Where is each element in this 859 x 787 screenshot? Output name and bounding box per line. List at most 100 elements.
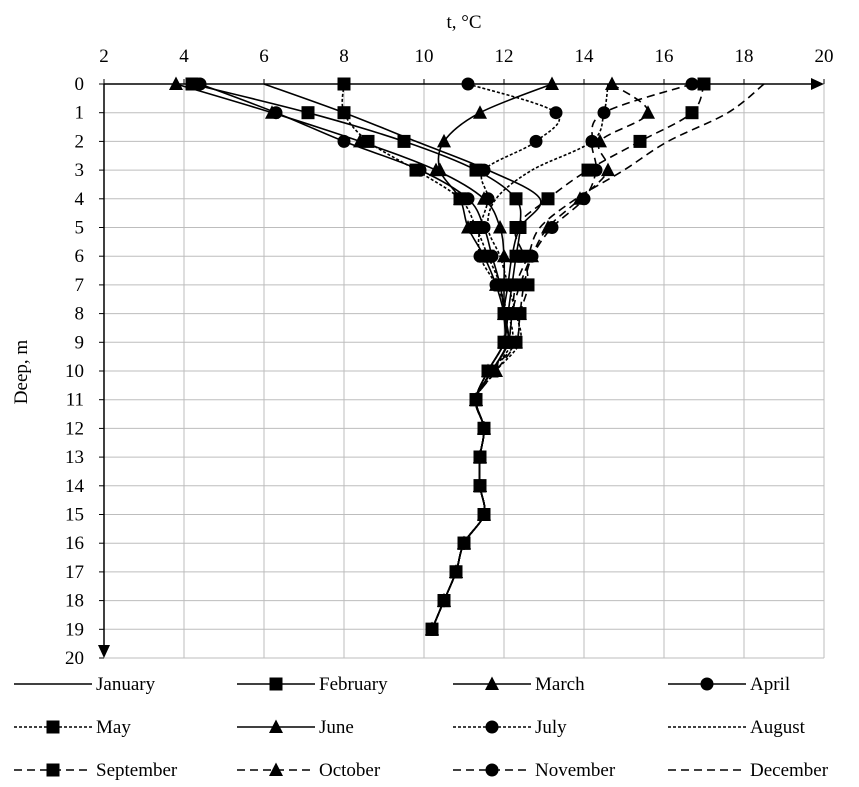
legend-item-july: July (453, 717, 567, 738)
data-point (489, 278, 503, 292)
data-point (169, 76, 183, 90)
legend-item-august: August (668, 717, 806, 738)
data-point (437, 133, 451, 148)
data-point (501, 335, 515, 349)
y-tick-label: 18 (65, 591, 84, 612)
data-point (477, 508, 491, 521)
data-point (641, 105, 655, 119)
series-line (431, 83, 705, 630)
y-tick-label: 12 (65, 418, 84, 439)
legend-label: September (96, 760, 178, 781)
legend-marker (46, 763, 60, 777)
x-axis-arrow (811, 78, 824, 90)
data-point (449, 565, 463, 579)
data-point (597, 106, 611, 120)
data-point (529, 134, 543, 148)
data-point (461, 220, 475, 234)
y-tick-label: 10 (65, 361, 84, 382)
data-point (361, 134, 375, 148)
y-tick-label: 19 (65, 619, 84, 640)
data-point (473, 105, 487, 119)
legend-label: June (319, 717, 354, 738)
legend-label: August (750, 717, 806, 738)
y-tick-label: 8 (75, 304, 85, 325)
legend-item-september: September (14, 760, 178, 781)
y-tick-label: 1 (75, 103, 85, 124)
legend-item-november: November (453, 760, 616, 781)
y-tick-label: 14 (65, 476, 85, 497)
y-tick-label: 13 (65, 447, 84, 468)
x-tick-labels: 2 4 6 8 10 12 14 16 18 20 (99, 46, 833, 67)
data-point (493, 220, 507, 234)
x-tick-label: 4 (179, 46, 189, 67)
y-tick-label: 2 (75, 131, 85, 152)
legend-item-december: December (668, 760, 829, 781)
legend-item-march: March (453, 674, 585, 695)
data-point (685, 106, 699, 120)
data-point (589, 163, 603, 177)
data-point (633, 134, 647, 148)
series-line (431, 83, 693, 630)
series-line (431, 83, 765, 630)
data-point (509, 192, 523, 206)
data-point (549, 106, 563, 120)
y-tick-label: 16 (65, 533, 84, 554)
y-tick-label: 9 (75, 332, 85, 353)
y-tick-label: 17 (65, 562, 84, 583)
x-tick-label: 2 (99, 46, 109, 67)
series-july (425, 77, 563, 636)
x-tick-label: 10 (415, 46, 434, 67)
data-point (469, 393, 483, 407)
series-december (431, 83, 765, 630)
series-line (263, 83, 542, 630)
series-line (175, 83, 506, 630)
series-layer (169, 76, 765, 636)
y-tick-label: 6 (75, 246, 85, 267)
data-point (409, 163, 423, 177)
legend-label: January (96, 674, 156, 695)
data-point (425, 622, 439, 636)
x-tick-label: 8 (339, 46, 349, 67)
legend-marker (485, 720, 499, 734)
legend: January February March April May June July Augu… (14, 674, 829, 781)
legend-marker (46, 720, 60, 734)
y-tick-label: 5 (75, 218, 85, 239)
series-line (431, 83, 553, 630)
data-point (301, 106, 315, 120)
x-tick-label: 14 (575, 46, 595, 67)
legend-item-may: May (14, 717, 131, 738)
y-tick-label: 15 (65, 505, 84, 526)
grid (103, 83, 825, 659)
legend-marker (269, 762, 283, 776)
legend-marker (485, 676, 499, 690)
data-point (545, 76, 559, 90)
series-june (425, 76, 559, 636)
series-january (263, 83, 542, 630)
series-november (425, 77, 699, 636)
y-tick-label: 7 (75, 275, 85, 296)
x-tick-label: 6 (259, 46, 269, 67)
legend-label: December (750, 760, 829, 781)
series-october (425, 76, 655, 636)
y-axis-label: Deep, m (11, 340, 32, 405)
legend-item-june: June (237, 717, 354, 738)
data-point (193, 77, 207, 91)
data-point (433, 162, 447, 177)
data-point (397, 134, 411, 148)
legend-marker (485, 763, 499, 777)
legend-marker (269, 719, 283, 733)
data-point (337, 77, 351, 91)
y-tick-label: 4 (75, 189, 85, 210)
legend-label: March (535, 674, 585, 695)
legend-item-february: February (237, 674, 388, 695)
legend-label: October (319, 760, 381, 781)
legend-label: May (96, 717, 131, 738)
x-tick-label: 12 (495, 46, 514, 67)
legend-marker (700, 677, 714, 691)
data-point (697, 77, 711, 91)
y-axis-arrow (98, 645, 110, 658)
x-tick-label: 20 (815, 46, 834, 67)
data-point (509, 221, 523, 234)
data-point (473, 479, 487, 493)
legend-item-april: April (668, 674, 790, 695)
